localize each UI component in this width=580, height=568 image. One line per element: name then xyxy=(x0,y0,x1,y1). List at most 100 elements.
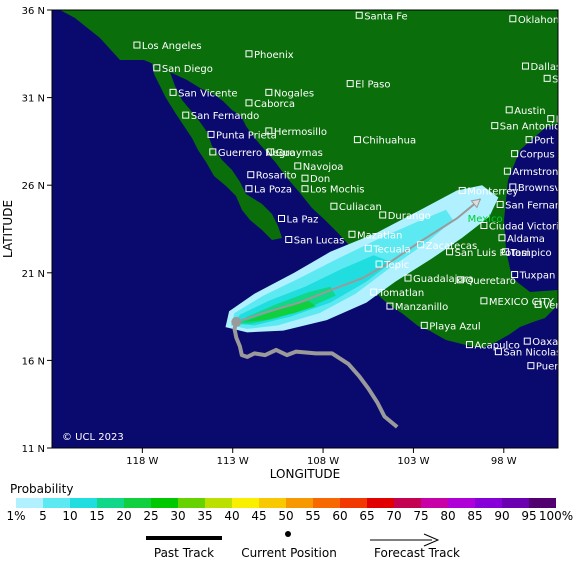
city-label: Los Mochis xyxy=(310,185,364,196)
lon-tick-label: 113 W xyxy=(217,456,249,467)
city-label: Los Angeles xyxy=(142,41,202,52)
city-marker xyxy=(417,241,425,249)
city-label: Caborca xyxy=(254,99,295,110)
city-marker xyxy=(245,50,253,58)
copyright-label: © UCL 2023 xyxy=(62,432,124,443)
city-label: Oklahoma City xyxy=(518,15,580,26)
city-label: Nogales xyxy=(274,88,314,99)
city-marker xyxy=(465,341,473,349)
city-marker xyxy=(370,288,378,296)
city-marker xyxy=(420,321,428,329)
city-marker xyxy=(527,362,535,370)
city-marker xyxy=(353,136,361,144)
city-marker xyxy=(294,162,302,170)
legend-swatch xyxy=(70,498,97,508)
city-marker xyxy=(559,124,565,130)
legend-swatch xyxy=(259,498,286,508)
city-marker xyxy=(480,221,488,229)
city-marker xyxy=(169,88,177,96)
city-marker xyxy=(503,167,511,175)
city-marker xyxy=(511,150,519,158)
city-label: San Diego xyxy=(162,64,213,75)
city-label: Queretaro xyxy=(465,276,515,287)
city-marker xyxy=(348,230,356,238)
city-label: Armstrong xyxy=(512,167,564,178)
city-marker xyxy=(375,260,383,268)
lat-tick-label: 16 N xyxy=(22,356,45,367)
legend: Probability 1% 5 10 15 20 25 30 35 40 45 50 55 60 65 7… xyxy=(6,482,573,560)
city-label: Guerrero Negro xyxy=(218,148,295,159)
city-label: Rosarito xyxy=(256,171,297,182)
legend-bin-label: 85 xyxy=(467,509,482,523)
legend-swatch xyxy=(475,498,502,508)
city-marker xyxy=(133,41,141,49)
gulf-of-mexico xyxy=(504,124,558,292)
legend-bin-label: 40 xyxy=(224,509,239,523)
city-label: Don xyxy=(310,174,330,185)
legend-bin-label: 50 xyxy=(278,509,293,523)
legend-bin-label: 70 xyxy=(386,509,401,523)
legend-bin-label: 65 xyxy=(359,509,374,523)
baja-peninsula xyxy=(152,64,282,240)
legend-bin-label: 45 xyxy=(251,509,266,523)
city-label: Santa Fe xyxy=(364,11,407,22)
legend-bin-label: 100% xyxy=(539,509,573,523)
legend-bin-label: 75 xyxy=(413,509,428,523)
longitude-ticks: 118 W 113 W 108 W 103 W 98 W xyxy=(126,448,517,467)
city-label: Tomatlan xyxy=(378,288,425,299)
city-label: Oaxaca xyxy=(532,337,570,348)
probability-contour-20 xyxy=(243,300,316,322)
legend-swatch xyxy=(286,498,313,508)
x-axis-title: LONGITUDE xyxy=(270,467,340,481)
city-marker xyxy=(267,148,275,156)
lon-tick-label: 98 W xyxy=(491,456,517,467)
legend-color-bar xyxy=(16,498,556,508)
city-label: MEXICO CITY xyxy=(489,297,555,308)
forecast-track-arrowhead xyxy=(470,198,482,209)
city-marker xyxy=(247,171,255,179)
city-label: Navojoa xyxy=(303,162,344,173)
legend-swatch xyxy=(529,498,556,508)
lon-tick-label: 118 W xyxy=(126,456,158,467)
y-axis-title: LATITUDE xyxy=(1,200,15,258)
city-marker xyxy=(446,248,454,256)
city-label: Playa Azul xyxy=(429,321,480,332)
city-label: San Antonio xyxy=(500,122,560,133)
city-label: Manzanillo xyxy=(395,302,448,313)
city-marker xyxy=(502,248,510,256)
lon-tick-label: 108 W xyxy=(307,456,339,467)
plot-frame xyxy=(51,9,559,449)
forecast-track-legend-arrowhead xyxy=(423,533,440,547)
city-label: Guaymas xyxy=(276,148,323,159)
us-west-coast xyxy=(52,10,120,60)
city-label: La Paz xyxy=(287,214,319,225)
city-label: Tepic xyxy=(383,260,409,271)
city-marker xyxy=(209,148,217,156)
city-marker xyxy=(480,297,488,305)
city-label: San Nicolas xyxy=(503,348,561,359)
city-label: Acapulco xyxy=(474,341,519,352)
city-label: El Paso xyxy=(355,80,390,91)
city-marker xyxy=(346,80,354,88)
legend-bin-label: 95 xyxy=(521,509,536,523)
forecast-track-line xyxy=(235,198,481,323)
city-marker xyxy=(505,106,513,114)
city-label: Tecuala xyxy=(372,244,410,255)
legend-swatch xyxy=(97,498,124,508)
current-position-legend-dot xyxy=(285,531,291,537)
city-label: Corpus Christi xyxy=(520,150,580,161)
city-marker xyxy=(534,300,542,308)
city-label: Port Lavaca xyxy=(534,136,580,147)
city-label: Puerto Angel xyxy=(536,362,580,373)
city-marker xyxy=(566,321,572,327)
city-marker xyxy=(498,234,506,242)
city-label: Zacatecas xyxy=(426,241,478,252)
legend-swatch xyxy=(151,498,178,508)
city-label: Veracruz xyxy=(543,300,580,311)
city-label: Tampico xyxy=(510,248,552,259)
city-label: Houston xyxy=(556,115,580,126)
legend-swatch xyxy=(232,498,259,508)
city-marker xyxy=(364,244,372,252)
city-marker xyxy=(245,185,253,193)
lat-tick-label: 21 N xyxy=(22,269,45,280)
